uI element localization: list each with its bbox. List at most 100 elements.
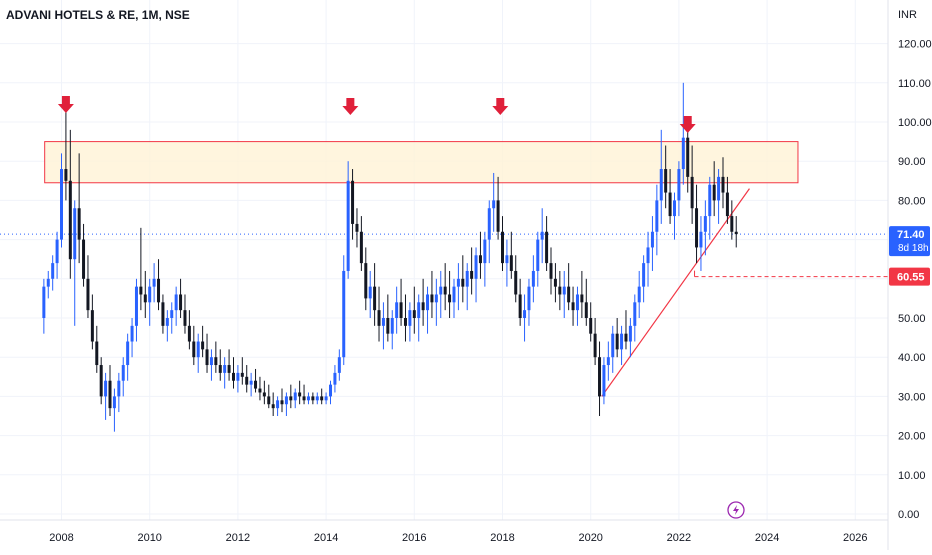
candle-body[interactable] <box>214 357 218 366</box>
candle-body[interactable] <box>95 341 99 366</box>
candle-body[interactable] <box>231 372 235 381</box>
candle-body[interactable] <box>558 286 562 295</box>
candle-body[interactable] <box>236 372 240 381</box>
candle-body[interactable] <box>240 372 244 377</box>
candle-body[interactable] <box>721 176 725 193</box>
candle-body[interactable] <box>602 365 606 397</box>
candle-body[interactable] <box>99 365 103 397</box>
candle-body[interactable] <box>456 278 460 287</box>
candle-body[interactable] <box>536 239 540 271</box>
candle-body[interactable] <box>734 231 738 235</box>
candle-body[interactable] <box>580 294 584 303</box>
candle-body[interactable] <box>505 255 509 264</box>
candle-body[interactable] <box>452 286 456 303</box>
candle-body[interactable] <box>487 208 491 240</box>
candle-body[interactable] <box>320 396 324 401</box>
candle-body[interactable] <box>130 325 134 342</box>
candle-body[interactable] <box>337 357 341 373</box>
candle-body[interactable] <box>395 302 399 318</box>
candle-body[interactable] <box>421 302 425 311</box>
candle-body[interactable] <box>267 396 271 405</box>
candle-body[interactable] <box>598 357 602 397</box>
candle-body[interactable] <box>333 372 337 385</box>
candle-body[interactable] <box>677 169 681 201</box>
candle-body[interactable] <box>686 137 690 177</box>
candle-body[interactable] <box>346 180 350 271</box>
candle-body[interactable] <box>448 294 452 303</box>
candle-body[interactable] <box>86 278 90 311</box>
candle-body[interactable] <box>245 376 249 385</box>
candle-body[interactable] <box>165 318 169 326</box>
candle-body[interactable] <box>646 247 650 264</box>
candle-body[interactable] <box>655 200 659 232</box>
candle-body[interactable] <box>637 286 641 303</box>
candle-body[interactable] <box>606 357 610 366</box>
candle-body[interactable] <box>364 263 368 299</box>
candle-body[interactable] <box>302 396 306 401</box>
candle-body[interactable] <box>77 208 81 240</box>
candle-body[interactable] <box>324 396 328 401</box>
candle-body[interactable] <box>55 239 59 264</box>
candle-body[interactable] <box>196 341 200 358</box>
candle-body[interactable] <box>514 270 518 295</box>
candle-body[interactable] <box>329 384 333 397</box>
candle-body[interactable] <box>470 270 474 279</box>
candle-body[interactable] <box>642 263 646 287</box>
candle-body[interactable] <box>68 180 72 260</box>
candle-body[interactable] <box>201 341 205 350</box>
candle-body[interactable] <box>412 310 416 318</box>
candle-body[interactable] <box>351 180 355 224</box>
candle-body[interactable] <box>717 176 721 201</box>
candle-body[interactable] <box>104 380 108 397</box>
candle-body[interactable] <box>624 333 628 342</box>
candle-body[interactable] <box>205 349 209 366</box>
candle-body[interactable] <box>509 255 513 271</box>
candle-body[interactable] <box>434 294 438 303</box>
candle-body[interactable] <box>60 169 63 240</box>
candle-body[interactable] <box>223 365 227 373</box>
candle-body[interactable] <box>699 231 703 248</box>
candle-body[interactable] <box>112 396 116 409</box>
candle-body[interactable] <box>584 302 588 318</box>
candle-body[interactable] <box>523 310 527 318</box>
candle-body[interactable] <box>108 380 112 409</box>
candle-body[interactable] <box>143 294 147 303</box>
candle-body[interactable] <box>650 231 654 248</box>
candle-body[interactable] <box>426 294 430 311</box>
candle-body[interactable] <box>672 200 676 217</box>
candle-body[interactable] <box>276 400 280 409</box>
candle-body[interactable] <box>139 286 143 295</box>
candle-body[interactable] <box>664 169 668 193</box>
candle-body[interactable] <box>478 255 482 264</box>
candle-body[interactable] <box>545 231 549 264</box>
candle-body[interactable] <box>703 216 707 232</box>
candle-body[interactable] <box>668 192 672 217</box>
candle-body[interactable] <box>82 239 86 279</box>
candle-body[interactable] <box>306 396 310 401</box>
candle-body[interactable] <box>121 365 125 381</box>
candle-body[interactable] <box>730 216 734 232</box>
candle-body[interactable] <box>46 278 50 287</box>
candle-body[interactable] <box>562 286 566 295</box>
candle-body[interactable] <box>227 365 231 373</box>
candle-body[interactable] <box>271 404 275 409</box>
candle-body[interactable] <box>134 286 138 326</box>
candle-body[interactable] <box>540 231 544 240</box>
candle-body[interactable] <box>390 318 394 334</box>
candle-body[interactable] <box>531 270 535 287</box>
candle-body[interactable] <box>620 333 624 350</box>
candle-body[interactable] <box>280 400 284 405</box>
candle-body[interactable] <box>712 184 716 201</box>
candle-body[interactable] <box>615 333 619 350</box>
candle-body[interactable] <box>430 294 434 303</box>
candle-body[interactable] <box>355 223 359 232</box>
candle-body[interactable] <box>417 302 421 318</box>
candle-body[interactable] <box>492 200 496 209</box>
candle-body[interactable] <box>381 318 385 326</box>
candle-body[interactable] <box>575 294 579 311</box>
candle-body[interactable] <box>209 357 213 366</box>
candle-body[interactable] <box>483 239 487 264</box>
candle-body[interactable] <box>161 302 165 326</box>
candle-body[interactable] <box>461 278 465 287</box>
candle-body[interactable] <box>218 365 222 373</box>
